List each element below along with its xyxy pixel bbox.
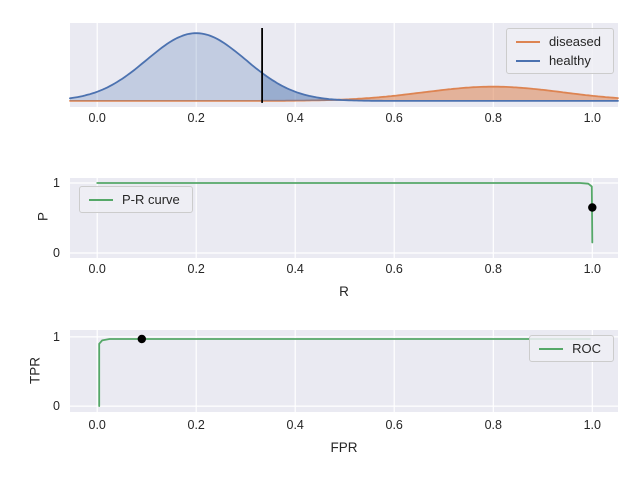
distributions-chart	[69, 23, 619, 107]
legend-label-pr-curve: P-R curve	[122, 192, 180, 207]
roc-y-axis-label: TPR	[27, 357, 43, 384]
healthy-line-swatch	[515, 59, 540, 62]
legend-item-diseased: diseased	[515, 34, 601, 49]
pr-chart	[70, 178, 618, 258]
pr-line-swatch	[89, 198, 113, 201]
pr-y-axis-label: P	[35, 212, 51, 222]
x-tick-label: 1.0	[583, 418, 601, 432]
x-tick-label: 0.4	[286, 418, 304, 432]
pr-x-axis-label: R	[339, 284, 349, 299]
pr-plot-area: P-R curve	[70, 178, 618, 258]
y-tick-label: 1	[53, 176, 60, 190]
legend-label-roc: ROC	[572, 341, 601, 356]
x-tick-label: 0.6	[385, 262, 403, 276]
pr-legend: P-R curve	[79, 186, 193, 213]
x-tick-label: 1.0	[583, 262, 601, 276]
x-tick-label: 0.4	[286, 262, 304, 276]
x-tick-label: 0.8	[484, 418, 502, 432]
roc-legend: ROC	[529, 335, 614, 362]
roc-line-swatch	[539, 347, 564, 350]
legend-label-healthy: healthy	[548, 53, 591, 68]
y-tick-label: 0	[53, 246, 60, 260]
x-tick-label: 0.6	[385, 418, 403, 432]
legend-item-roc: ROC	[539, 341, 601, 356]
legend-label-diseased: diseased	[548, 34, 601, 49]
x-tick-label: 0.6	[385, 111, 403, 125]
legend-item-healthy: healthy	[515, 53, 601, 68]
x-tick-label: 0.8	[484, 262, 502, 276]
x-tick-label: 0.0	[88, 418, 106, 432]
roc-plot-area: ROC	[70, 330, 618, 412]
legend-item-pr-curve: P-R curve	[89, 192, 180, 207]
y-tick-label: 0	[53, 399, 60, 414]
x-tick-label: 0.2	[187, 262, 205, 276]
x-tick-label: 0.0	[88, 262, 106, 276]
x-tick-label: 1.0	[583, 111, 601, 125]
distributions-x-axis-ticks: 0.0 0.2 0.4 0.6 0.8 1.0	[70, 111, 618, 129]
roc-chart	[70, 330, 618, 412]
roc-x-axis-ticks: 0.0 0.2 0.4 0.6 0.8 1.0	[70, 418, 618, 436]
diseased-line-swatch	[515, 40, 540, 43]
y-tick-label: 1	[53, 329, 60, 344]
x-tick-label: 0.2	[187, 111, 205, 125]
roc-x-axis-label: FPR	[330, 440, 358, 455]
x-tick-label: 0.2	[187, 418, 205, 432]
distributions-plot-area: diseased healthy	[69, 23, 619, 107]
pr-x-axis-ticks: 0.0 0.2 0.4 0.6 0.8 1.0	[70, 262, 618, 280]
x-tick-label: 0.0	[88, 111, 106, 125]
distributions-legend: diseased healthy	[505, 28, 614, 74]
x-tick-label: 0.8	[484, 111, 502, 125]
x-tick-label: 0.4	[286, 111, 304, 125]
